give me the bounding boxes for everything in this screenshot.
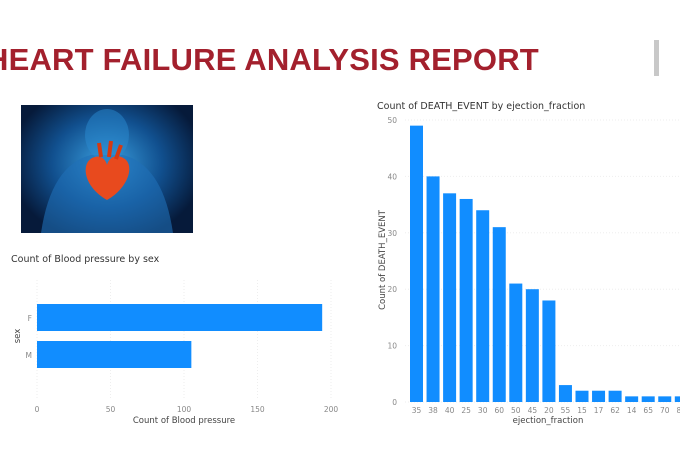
x-tick-label: 100 [177, 405, 192, 414]
bar-17 [592, 390, 606, 402]
x-tick-label: 45 [528, 406, 538, 415]
chart-title: Count of DEATH_EVENT by ejection_fractio… [377, 101, 585, 112]
x-axis-title: Count of Blood pressure [133, 416, 235, 426]
y-tick-label: M [26, 351, 32, 360]
y-axis-title: sex [13, 329, 23, 344]
bar-F [37, 304, 323, 331]
x-tick-label: 55 [561, 406, 571, 415]
heart-anatomy-image [21, 105, 193, 233]
x-tick-label: 30 [478, 406, 488, 415]
page-title: HEART FAILURE ANALYSIS REPORT [0, 42, 539, 77]
x-tick-label: 60 [494, 406, 504, 415]
x-tick-label: 40 [445, 406, 455, 415]
bar-65 [641, 396, 655, 402]
bar-50 [509, 283, 523, 402]
y-tick-label: 40 [387, 172, 397, 181]
x-tick-label: 50 [106, 405, 116, 414]
bar-70 [658, 396, 672, 402]
x-tick-label: 35 [412, 406, 422, 415]
x-tick-label: 80 [677, 406, 680, 415]
x-tick-label: 14 [627, 406, 637, 415]
bar-40 [443, 193, 457, 402]
x-tick-label: 65 [643, 406, 653, 415]
bar-30 [476, 210, 490, 402]
x-tick-label: 50 [511, 406, 521, 415]
bar-60 [492, 227, 506, 402]
bar-38 [426, 176, 440, 402]
y-tick-label: 20 [387, 285, 397, 294]
x-axis-title: ejection_fraction [513, 416, 584, 426]
y-tick-label: 30 [387, 229, 397, 238]
x-tick-label: 38 [428, 406, 438, 415]
y-tick-label: F [28, 314, 32, 323]
divider [654, 40, 659, 76]
x-tick-label: 17 [594, 406, 604, 415]
x-tick-label: 0 [35, 405, 40, 414]
x-tick-label: 25 [461, 406, 471, 415]
bar-55 [558, 385, 572, 402]
bar-15 [575, 390, 589, 402]
chart-title: Count of Blood pressure by sex [11, 254, 160, 265]
x-tick-label: 70 [660, 406, 670, 415]
bar-M [37, 341, 192, 368]
x-tick-label: 200 [324, 405, 339, 414]
bar-35 [410, 125, 423, 402]
x-tick-label: 15 [577, 406, 587, 415]
y-tick-label: 50 [387, 116, 397, 125]
x-tick-label: 62 [610, 406, 620, 415]
bar-62 [608, 390, 622, 402]
bar-14 [625, 396, 639, 402]
blood-pressure-chart: Count of Blood pressure by sex 0 50 100 150… [11, 254, 339, 426]
bar-25 [459, 198, 473, 402]
x-tick-label: 20 [544, 406, 554, 415]
death-event-chart: Count of DEATH_EVENT by ejection_fractio… [377, 101, 680, 426]
bar-20 [542, 300, 556, 402]
bar-45 [525, 289, 539, 402]
y-tick-label: 0 [392, 398, 397, 407]
y-axis-title: Count of DEATH_EVENT [378, 209, 388, 310]
x-tick-label: 150 [250, 405, 265, 414]
y-tick-label: 10 [387, 342, 397, 351]
bar-80 [674, 396, 680, 402]
